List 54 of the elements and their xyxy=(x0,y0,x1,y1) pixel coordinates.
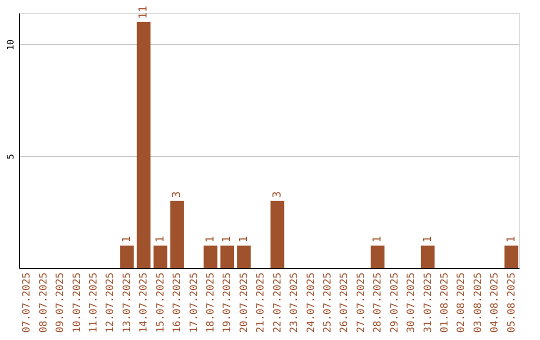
data-label: 1 xyxy=(204,236,217,243)
x-tick-label: 31.07.2025 xyxy=(422,272,434,333)
data-label: 1 xyxy=(370,236,384,243)
x-tick-label: 30.07.2025 xyxy=(406,272,418,333)
x-tick-label: 07.07.2025 xyxy=(22,272,33,333)
data-label: 11 xyxy=(136,6,150,19)
y-tick-label: 5 xyxy=(6,154,16,160)
x-tick-label: 16.07.2025 xyxy=(172,272,184,333)
data-label: 1 xyxy=(220,236,234,243)
data-label: 1 xyxy=(153,236,166,243)
data-label: 1 xyxy=(504,236,518,243)
data-label: 1 xyxy=(420,236,434,243)
x-tick-label: 04.08.2025 xyxy=(490,272,501,333)
x-tick-label: 24.07.2025 xyxy=(306,272,317,333)
x-tick-label: 28.07.2025 xyxy=(372,272,384,333)
bar xyxy=(204,246,218,268)
data-label: 3 xyxy=(170,191,184,198)
x-tick-label: 19.07.2025 xyxy=(222,272,234,333)
bar xyxy=(270,200,284,268)
bar xyxy=(504,246,518,268)
bar xyxy=(136,22,151,268)
x-tick-label: 26.07.2025 xyxy=(339,272,350,333)
x-tick-label: 03.08.2025 xyxy=(472,272,484,333)
x-tick-label: 25.07.2025 xyxy=(322,272,334,333)
bar xyxy=(120,246,134,268)
data-label: 1 xyxy=(236,236,250,243)
bar xyxy=(237,246,251,268)
x-tick-label: 22.07.2025 xyxy=(272,272,284,333)
x-tick-label: 17.07.2025 xyxy=(188,272,200,333)
x-tick-label: 23.07.2025 xyxy=(289,272,300,333)
x-tick-label: 09.07.2025 xyxy=(55,272,66,333)
bar xyxy=(420,246,435,268)
x-tick-label: 27.07.2025 xyxy=(356,272,367,333)
y-tick-label: 10 xyxy=(6,39,16,50)
x-tick-label: 29.07.2025 xyxy=(389,272,400,333)
x-tick-label: 18.07.2025 xyxy=(206,272,217,333)
x-tick-label: 08.07.2025 xyxy=(38,272,50,333)
bar xyxy=(154,246,168,268)
bar xyxy=(220,246,234,268)
bar xyxy=(170,200,184,268)
data-label: 1 xyxy=(120,236,133,243)
bar xyxy=(370,246,384,268)
x-tick-label: 20.07.2025 xyxy=(238,272,250,333)
x-tick-label: 02.08.2025 xyxy=(456,272,468,333)
x-tick-label: 10.07.2025 xyxy=(72,272,83,333)
x-tick-label: 01.08.2025 xyxy=(439,272,450,333)
x-tick-label: 05.08.2025 xyxy=(506,272,518,333)
x-tick-label: 14.07.2025 xyxy=(138,272,150,333)
x-tick-label: 21.07.2025 xyxy=(256,272,267,333)
x-tick-label: 13.07.2025 xyxy=(122,272,133,333)
x-tick-label: 12.07.2025 xyxy=(105,272,116,333)
x-tick-label: 15.07.2025 xyxy=(155,272,166,333)
x-tick-label: 11.07.2025 xyxy=(88,272,100,333)
data-label: 3 xyxy=(270,191,284,198)
